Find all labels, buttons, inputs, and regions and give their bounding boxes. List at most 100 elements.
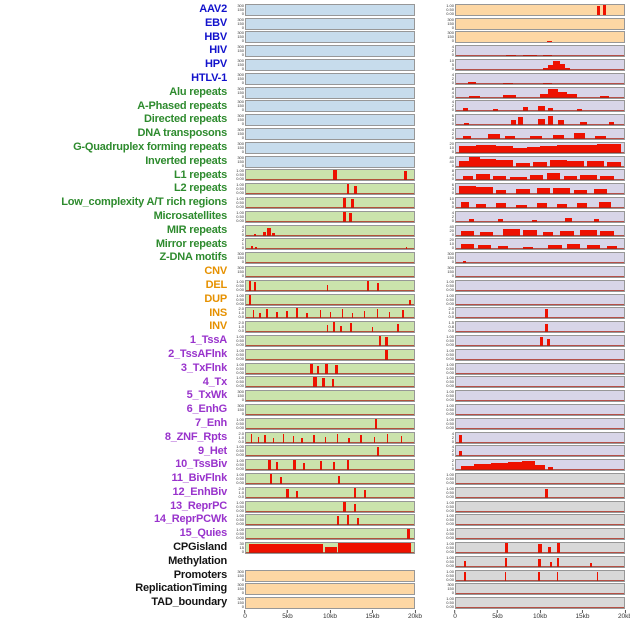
y-tick-label: 0 [451,217,454,223]
track-label: HTLV-1 [191,71,227,84]
column-gap [415,465,442,466]
data-bar [338,475,341,484]
y-tick-label: 1.00 [236,278,244,284]
data-bar [523,106,529,112]
y-tick-label: 300 [237,265,244,271]
track-row: 13_ReprPC 1.00 0.50 0.00 1.00 0.50 0.00 [0,500,630,514]
data-bar [321,378,325,388]
data-bar [254,281,257,291]
data-bar [313,434,315,443]
data-bar [338,543,411,553]
data-bar [363,489,366,498]
track-panel-left [245,486,415,499]
y-tick-label: 0.50 [446,572,454,578]
column-gap [415,189,442,190]
data-bar [459,145,477,153]
zero-baseline [246,179,414,181]
y-axis-ticks: 300 150 0 [442,17,455,30]
data-bar [282,433,285,443]
y-tick-label: 0.00 [236,286,244,292]
y-tick-label: 4 [451,430,454,436]
y-tick-label: 0 [451,38,454,44]
track-panel-left [245,279,415,292]
y-tick-label: 1.00 [446,416,454,422]
y-tick-label: 0 [451,24,454,30]
data-bar [333,322,336,333]
data-bar [587,160,604,167]
column-gap [415,285,442,286]
y-tick-label: 10 [449,144,454,150]
track-label: 6_EnhG [186,403,228,416]
y-tick-label: 30 [239,540,244,546]
y-tick-label: 1.00 [446,471,454,477]
y-tick-label: 0.50 [446,296,454,302]
y-axis-ticks: 300 150 0 [232,141,245,154]
y-tick-label: 150 [447,20,454,26]
y-tick-label: 300 [237,85,244,91]
y-tick-label: 0.50 [236,351,244,357]
track-panel-right [455,293,625,306]
y-tick-label: 0 [451,93,454,99]
y-tick-label: 0 [451,176,454,182]
y-tick-label: 0.00 [236,424,244,430]
y-tick-label: 0 [241,273,244,279]
y-axis-ticks: 1.00 0.50 0.00 [442,471,455,485]
track-panel-right [455,45,625,58]
y-tick-label: 0.00 [446,576,454,582]
y-axis-ticks: 1.00 0.50 0.00 [232,335,245,347]
y-axis-ticks: 1.00 0.50 0.00 [442,335,455,347]
zero-baseline [246,538,414,540]
y-axis-ticks: 2.0 1.0 0.0 [442,307,455,319]
zero-baseline [456,524,624,526]
zero-baseline [456,317,624,319]
data-bar [540,337,544,347]
y-axis-ticks: 1.00 0.50 0.00 [442,362,455,375]
y-tick-label: 1.00 [446,596,454,602]
data-bar [587,245,601,250]
x-tick-label: 10kb [322,613,338,621]
column-gap [415,575,442,576]
zero-baseline [456,579,624,581]
y-tick-label: 0.50 [446,282,454,288]
track-panel-left [245,472,415,485]
y-tick-label: 0.50 [446,489,454,495]
data-bar [508,462,522,471]
x-tick-mark [329,610,331,614]
y-axis-ticks: 1.00 0.50 0.00 [442,3,455,16]
y-axis-ticks: 300 150 0 [232,155,245,168]
y-axis-ticks: 300 150 0 [232,85,245,99]
y-tick-label: 300 [237,403,244,408]
data-bar [566,243,581,250]
data-bar [504,135,515,140]
track-label: DEL [205,278,228,291]
track-label: Mirror repeats [155,237,227,250]
data-bar [533,161,547,167]
track-panel-right [455,210,625,223]
track-row: HIV 300 150 0 4 2 0 [0,44,630,58]
y-tick-label: 150 [237,117,244,123]
y-tick-label: 0 [451,135,454,141]
zero-baseline [246,551,414,553]
column-gap [415,92,442,93]
y-tick-label: 0.00 [236,355,244,361]
track-panel-right [455,59,625,72]
y-tick-label: 150 [237,158,244,164]
y-tick-label: 0 [451,259,454,265]
y-tick-label: 1.00 [236,458,244,464]
data-bar [558,120,564,126]
y-tick-label: 0.00 [446,10,454,16]
y-tick-label: 1.0 [238,310,244,316]
y-tick-label: 4 [451,89,454,95]
x-tick: 15kb [575,610,590,621]
y-tick-label: 150 [237,572,244,578]
x-axis-left: 0 5kb 10kb 15kb 20kb [243,610,422,626]
y-axis-ticks: 1.00 0.50 0.00 [442,348,455,361]
y-tick-label: 150 [237,255,244,261]
y-axis-ticks: 1.00 0.50 0.00 [442,376,455,388]
y-tick-label: 0.50 [446,407,454,412]
track-panel-right [455,128,625,141]
y-tick-label: 1.00 [236,513,244,519]
y-tick-label: 4 [451,71,454,77]
